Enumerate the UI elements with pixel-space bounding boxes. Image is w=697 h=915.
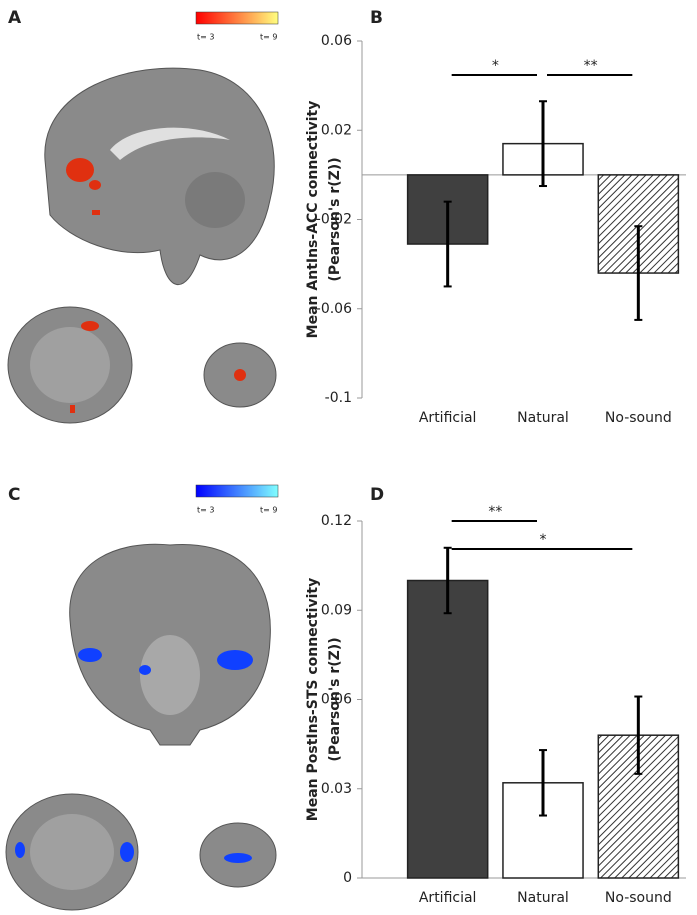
significance-label: * [540,532,547,548]
bar [406,579,489,879]
colorbar-min-label: t= 3 [197,33,214,42]
y-tick-label: 0.06 [321,692,352,708]
y-axis-label: Mean PostIns-STS connectivity [305,578,321,821]
y-tick-label: -0.06 [316,301,352,317]
brain-axial [7,306,133,424]
x-tick-label: Natural [517,410,569,426]
brain-sagittal [44,67,275,286]
brain-coronal [203,342,277,408]
panel-label: D [370,485,384,505]
error-bar [539,749,547,817]
panel-label: A [8,8,22,28]
y-tick-label: -0.1 [325,390,352,406]
y-tick-label: 0.09 [321,602,352,618]
panel-label: C [8,485,20,505]
brain-sagittal-2 [199,822,277,888]
colorbar-min-label: t= 3 [197,506,214,515]
x-tick-label: No-sound [605,410,672,426]
significance-label: ** [584,58,598,74]
y-tick-label: 0.02 [321,122,352,138]
error-bar [443,546,452,615]
x-tick-label: Natural [517,890,569,906]
colorbar [195,484,279,498]
brain-coronal-2 [69,543,271,746]
significance-label: * [492,58,499,74]
colorbar-max-label: t= 9 [260,33,277,42]
error-bar [634,695,643,775]
y-tick-label: 0 [343,870,352,886]
colorbar [195,11,279,25]
error-bar [443,200,452,288]
error-bar [539,100,547,188]
y-tick-label: 0.12 [321,513,352,529]
x-tick-label: Artificial [419,410,477,426]
y-tick-label: 0.03 [321,781,352,797]
x-tick-label: Artificial [419,890,477,906]
x-tick-label: No-sound [605,890,672,906]
significance-label: ** [488,504,502,520]
y-tick-label: -0.02 [316,212,352,228]
y-axis-label: (Pearson's r(Z)) [327,157,343,281]
error-bar [634,225,643,321]
colorbar-max-label: t= 9 [260,506,277,515]
y-axis-label: Mean AntIns-ACC connectivity [305,101,321,339]
brain-axial-2 [5,793,139,911]
panel-label: B [370,8,383,28]
y-tick-label: 0.06 [321,33,352,49]
y-axis-label: (Pearson's r(Z)) [327,637,343,761]
